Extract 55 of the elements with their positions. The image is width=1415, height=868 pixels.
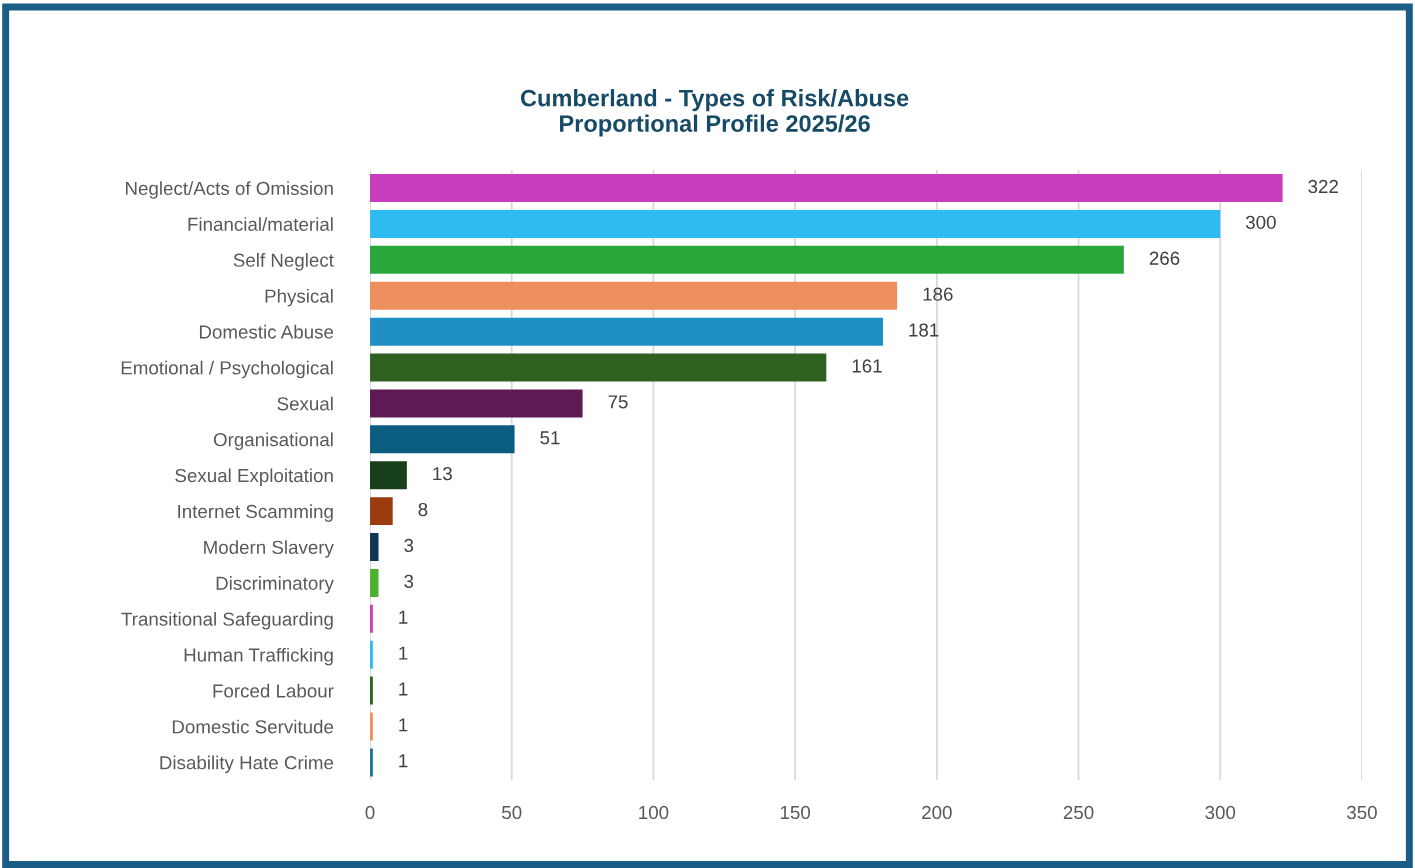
- bar: [370, 245, 1124, 274]
- data-label: 51: [540, 431, 560, 445]
- data-label: 1: [399, 718, 408, 732]
- y-tick-label: Neglect/Acts of Omission: [126, 181, 333, 199]
- y-tick-label: Disability Hate Crime: [160, 755, 334, 774]
- x-tick-label: 200: [922, 805, 952, 820]
- bar: [370, 281, 898, 310]
- data-label: 13: [433, 466, 452, 481]
- y-tick-label: Emotional / Psychological: [121, 360, 333, 379]
- y-tick-label: Human Trafficking: [184, 647, 333, 666]
- data-label: 1: [399, 610, 408, 624]
- bar: [370, 461, 407, 490]
- data-label: 75: [608, 395, 628, 409]
- y-tick-label: Domestic Abuse: [199, 324, 334, 339]
- data-label: 1: [399, 646, 408, 660]
- x-tick-label: 350: [1347, 805, 1377, 820]
- data-label: 186: [923, 287, 953, 301]
- data-label: 300: [1245, 215, 1276, 229]
- data-label: 161: [852, 359, 882, 373]
- bar: [370, 353, 827, 382]
- data-label: 3: [404, 538, 414, 553]
- y-tick-label: Domestic Servitude: [172, 719, 334, 734]
- bar: [370, 497, 393, 526]
- bar: [370, 425, 515, 454]
- y-tick-label: Transitional Safeguarding: [121, 612, 333, 630]
- data-label: 3: [404, 574, 414, 588]
- y-tick-label: Physical: [265, 288, 333, 307]
- bar: [370, 209, 1221, 238]
- data-label: 1: [399, 754, 408, 768]
- x-tick-label: 100: [639, 805, 669, 820]
- y-tick-label: Sexual Exploitation: [175, 468, 333, 486]
- bar: [370, 533, 379, 562]
- y-tick-label: Sexual: [277, 396, 333, 411]
- x-tick-label: 0: [365, 805, 375, 820]
- data-label: 322: [1308, 179, 1338, 194]
- bar: [370, 317, 883, 346]
- x-tick-label: 250: [1063, 805, 1094, 820]
- y-tick-label: Modern Slavery: [204, 540, 334, 558]
- chart-title: Cumberland - Types of Risk/Abuse Proportional Profile 2025/26: [520, 89, 909, 137]
- data-label: 1: [399, 682, 408, 696]
- y-tick-label: Self Neglect: [233, 253, 334, 271]
- data-label: 8: [418, 502, 428, 517]
- y-tick-label: Discriminatory: [216, 576, 334, 594]
- y-tick-label: Forced Labour: [213, 683, 334, 698]
- data-label: 266: [1149, 251, 1180, 265]
- x-tick-label: 50: [502, 805, 522, 820]
- bar: [370, 389, 583, 418]
- x-tick-label: 150: [780, 805, 811, 820]
- y-tick-label: Organisational: [213, 432, 333, 451]
- x-tick-label: 300: [1205, 805, 1236, 820]
- bar: [370, 174, 1283, 203]
- data-label: 181: [909, 323, 939, 337]
- y-tick-label: Internet Scamming: [178, 504, 333, 522]
- y-tick-label: Financial/material: [188, 217, 333, 231]
- bar: [370, 568, 379, 597]
